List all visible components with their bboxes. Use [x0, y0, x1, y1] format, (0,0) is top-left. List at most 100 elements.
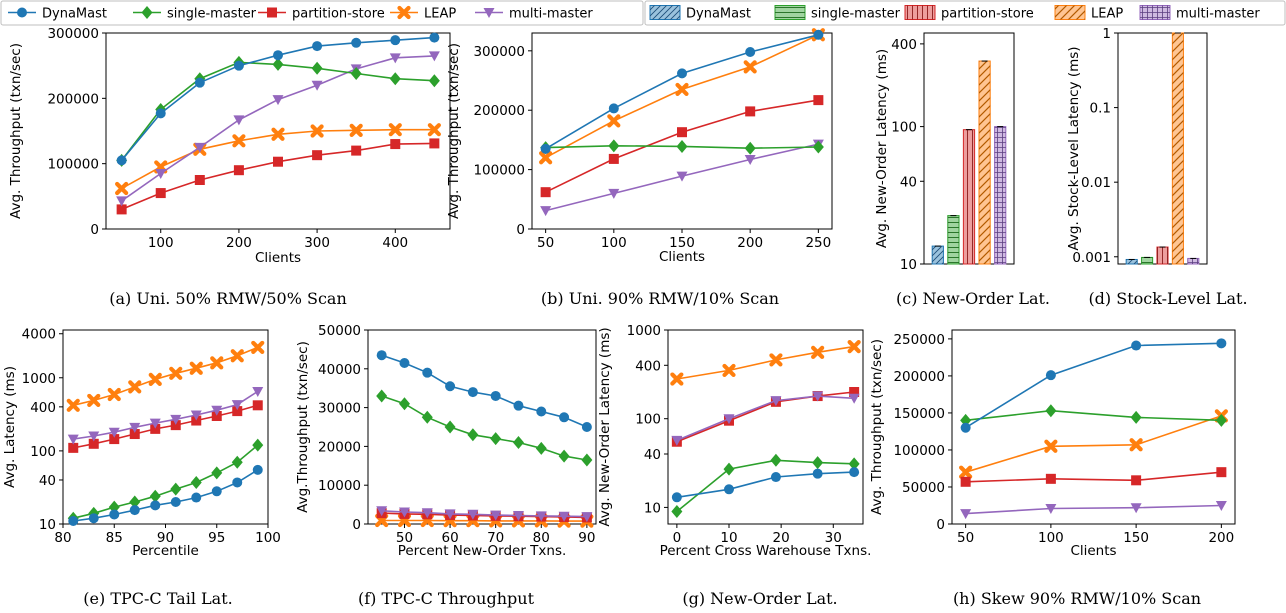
panel-a-point-dynamast — [155, 108, 166, 119]
panel-d-bar-hatch-leap — [1172, 33, 1184, 264]
panel-d-ytick-label: 0.1 — [1090, 101, 1111, 117]
panel-d-bar-hatch-single-master — [1141, 257, 1153, 264]
panel-b-ylabel: Avg. Throughput (txn/sec) — [446, 43, 462, 219]
panel-b-series-partition-store — [540, 95, 824, 198]
panel-c-bar-hatch-single-master — [947, 215, 960, 264]
legend-bar-label-multi-master: multi-master — [1176, 7, 1260, 22]
panel-e-point-dynamast — [232, 477, 243, 488]
panel-f-caption: (f) TPC-C Throughput — [358, 589, 535, 608]
panel-e-ytick-label: 100 — [30, 444, 56, 460]
panel-e-point-multi-master — [149, 418, 161, 429]
panel-c-bar-hatch-dynamast — [932, 246, 944, 264]
panel-f-series-dynamast — [376, 350, 592, 432]
panel-a-point-multi-master — [155, 168, 167, 179]
panel-g-point-leap — [670, 372, 684, 386]
panel-f-xtick-label: 90 — [578, 530, 595, 546]
panel-a-series-partition-store — [116, 138, 440, 215]
panel-d-bar-hatch-dynamast — [1126, 259, 1138, 264]
panel-a-point-partition-store — [233, 165, 244, 176]
panel-a-point-leap — [271, 127, 285, 141]
panel-f-point-single-master — [535, 441, 547, 455]
panel-c-bar-hatch-multi-master — [994, 126, 1006, 264]
panel-e-point-partition-store — [232, 406, 243, 417]
panel-g-point-leap — [722, 363, 736, 378]
panel-g-ytick-label: 400 — [635, 358, 661, 374]
legend-hatch-partition-store — [905, 5, 935, 20]
legend-bar-label-single-master: single-master — [811, 7, 901, 22]
panel-b-ytick-label: 300000 — [473, 44, 525, 60]
panel-a-point-dynamast — [312, 41, 323, 52]
panel-e-series-partition-store — [68, 400, 263, 453]
legend-label-single-master: single-master — [167, 7, 257, 22]
panel-b-point-leap — [675, 82, 689, 97]
panel-h-point-single-master — [1045, 404, 1057, 418]
panel-e-point-single-master — [252, 438, 264, 452]
panel-a-point-single-master — [389, 72, 401, 86]
panel-a-axes — [105, 32, 451, 230]
panel-h-point-partition-store — [1216, 467, 1227, 478]
panel-h-series-multi-master — [960, 500, 1227, 520]
panel-g-line-single-master — [676, 459, 855, 513]
panel-g-xlabel: Percent Cross Warehouse Txns. — [660, 543, 872, 559]
panel-b-xtick-label: 150 — [669, 235, 695, 251]
panel-h: 0 50000 100000 150000 200000 250000 Avg. Throu… — [869, 329, 1236, 608]
panel-a-point-dynamast — [351, 37, 362, 48]
panel-f-point-multi-master — [398, 507, 410, 518]
panel-e-point-partition-store — [191, 415, 202, 426]
panel-e-line-multi-master — [73, 390, 259, 440]
panel-a-point-dynamast — [273, 50, 283, 61]
panel-a-point-multi-master — [389, 53, 401, 64]
panel-h-ytick-label: 150000 — [893, 406, 945, 422]
panel-e-point-leap — [189, 361, 203, 375]
panel-e-ytick-label: 40 — [39, 473, 56, 489]
legend-hatch-multi-master — [1140, 5, 1170, 20]
panel-e-point-dynamast — [68, 515, 79, 526]
panel-g-xtick-label: 0 — [673, 530, 682, 546]
panel-g-xtick-label: 20 — [773, 530, 790, 546]
panel-c-bar-hatch-leap — [978, 61, 991, 264]
panel-f-point-multi-master — [558, 511, 570, 522]
panel-e-ytick-label: 400 — [30, 400, 56, 416]
panel-g-axes — [667, 329, 864, 525]
panel-b-caption: (b) Uni. 90% RMW/10% Scan — [541, 289, 779, 308]
panel-b-point-partition-store — [540, 187, 551, 198]
panel-g-point-multi-master — [723, 414, 735, 425]
panel-h-line-dynamast — [965, 342, 1222, 429]
panel-f-point-single-master — [512, 436, 524, 450]
panel-f-point-multi-master — [421, 508, 433, 519]
panel-b-point-multi-master — [608, 188, 620, 199]
legend-marker-leap — [397, 5, 411, 20]
panel-a-xlabel: Clients — [255, 250, 301, 266]
panel-a-point-leap — [115, 181, 129, 196]
panel-e-ytick-label: 10 — [39, 517, 56, 533]
panel-h-series-dynamast — [960, 338, 1227, 433]
panel-a: 0 100000 200000 300000 Avg. Throughput (txn/… — [8, 26, 451, 308]
panel-b-point-multi-master — [676, 171, 688, 182]
legend-marker-partition-store — [267, 7, 277, 18]
panel-a-ytick-label: 0 — [90, 222, 99, 238]
panel-b-point-leap — [743, 60, 757, 74]
panel-f-point-dynamast — [467, 387, 478, 398]
panel-a-point-dynamast — [390, 35, 401, 46]
legend-bars: DynaMast single-master partition-store LEAP… — [644, 0, 1286, 26]
panel-e: 10 40 100 400 1000 4000 Avg. Latency (ms) 80 85 9… — [2, 327, 281, 608]
panel-e-point-leap — [87, 393, 101, 408]
legend-lines-frame — [0, 0, 644, 26]
panel-b-xtick-label: 50 — [537, 235, 554, 251]
panel-a-xtick-label: 400 — [382, 235, 408, 251]
panel-b-point-dynamast — [540, 143, 551, 154]
panel-a-ytick-label: 300000 — [47, 26, 99, 42]
panel-e-point-partition-store — [68, 442, 79, 453]
panel-h-xlabel: Clients — [1070, 543, 1116, 559]
panel-g-point-single-master — [671, 504, 683, 518]
panel-h-point-leap — [1129, 438, 1143, 452]
panel-g-line-leap — [676, 345, 855, 380]
panel-a-point-leap — [427, 123, 441, 137]
panel-e-point-single-master — [211, 466, 223, 480]
panel-h-ytick-label: 250000 — [893, 332, 945, 348]
legend-hatch-leap — [1055, 5, 1085, 20]
panel-e-series-dynamast — [68, 464, 263, 526]
panel-e-point-leap — [107, 387, 121, 402]
